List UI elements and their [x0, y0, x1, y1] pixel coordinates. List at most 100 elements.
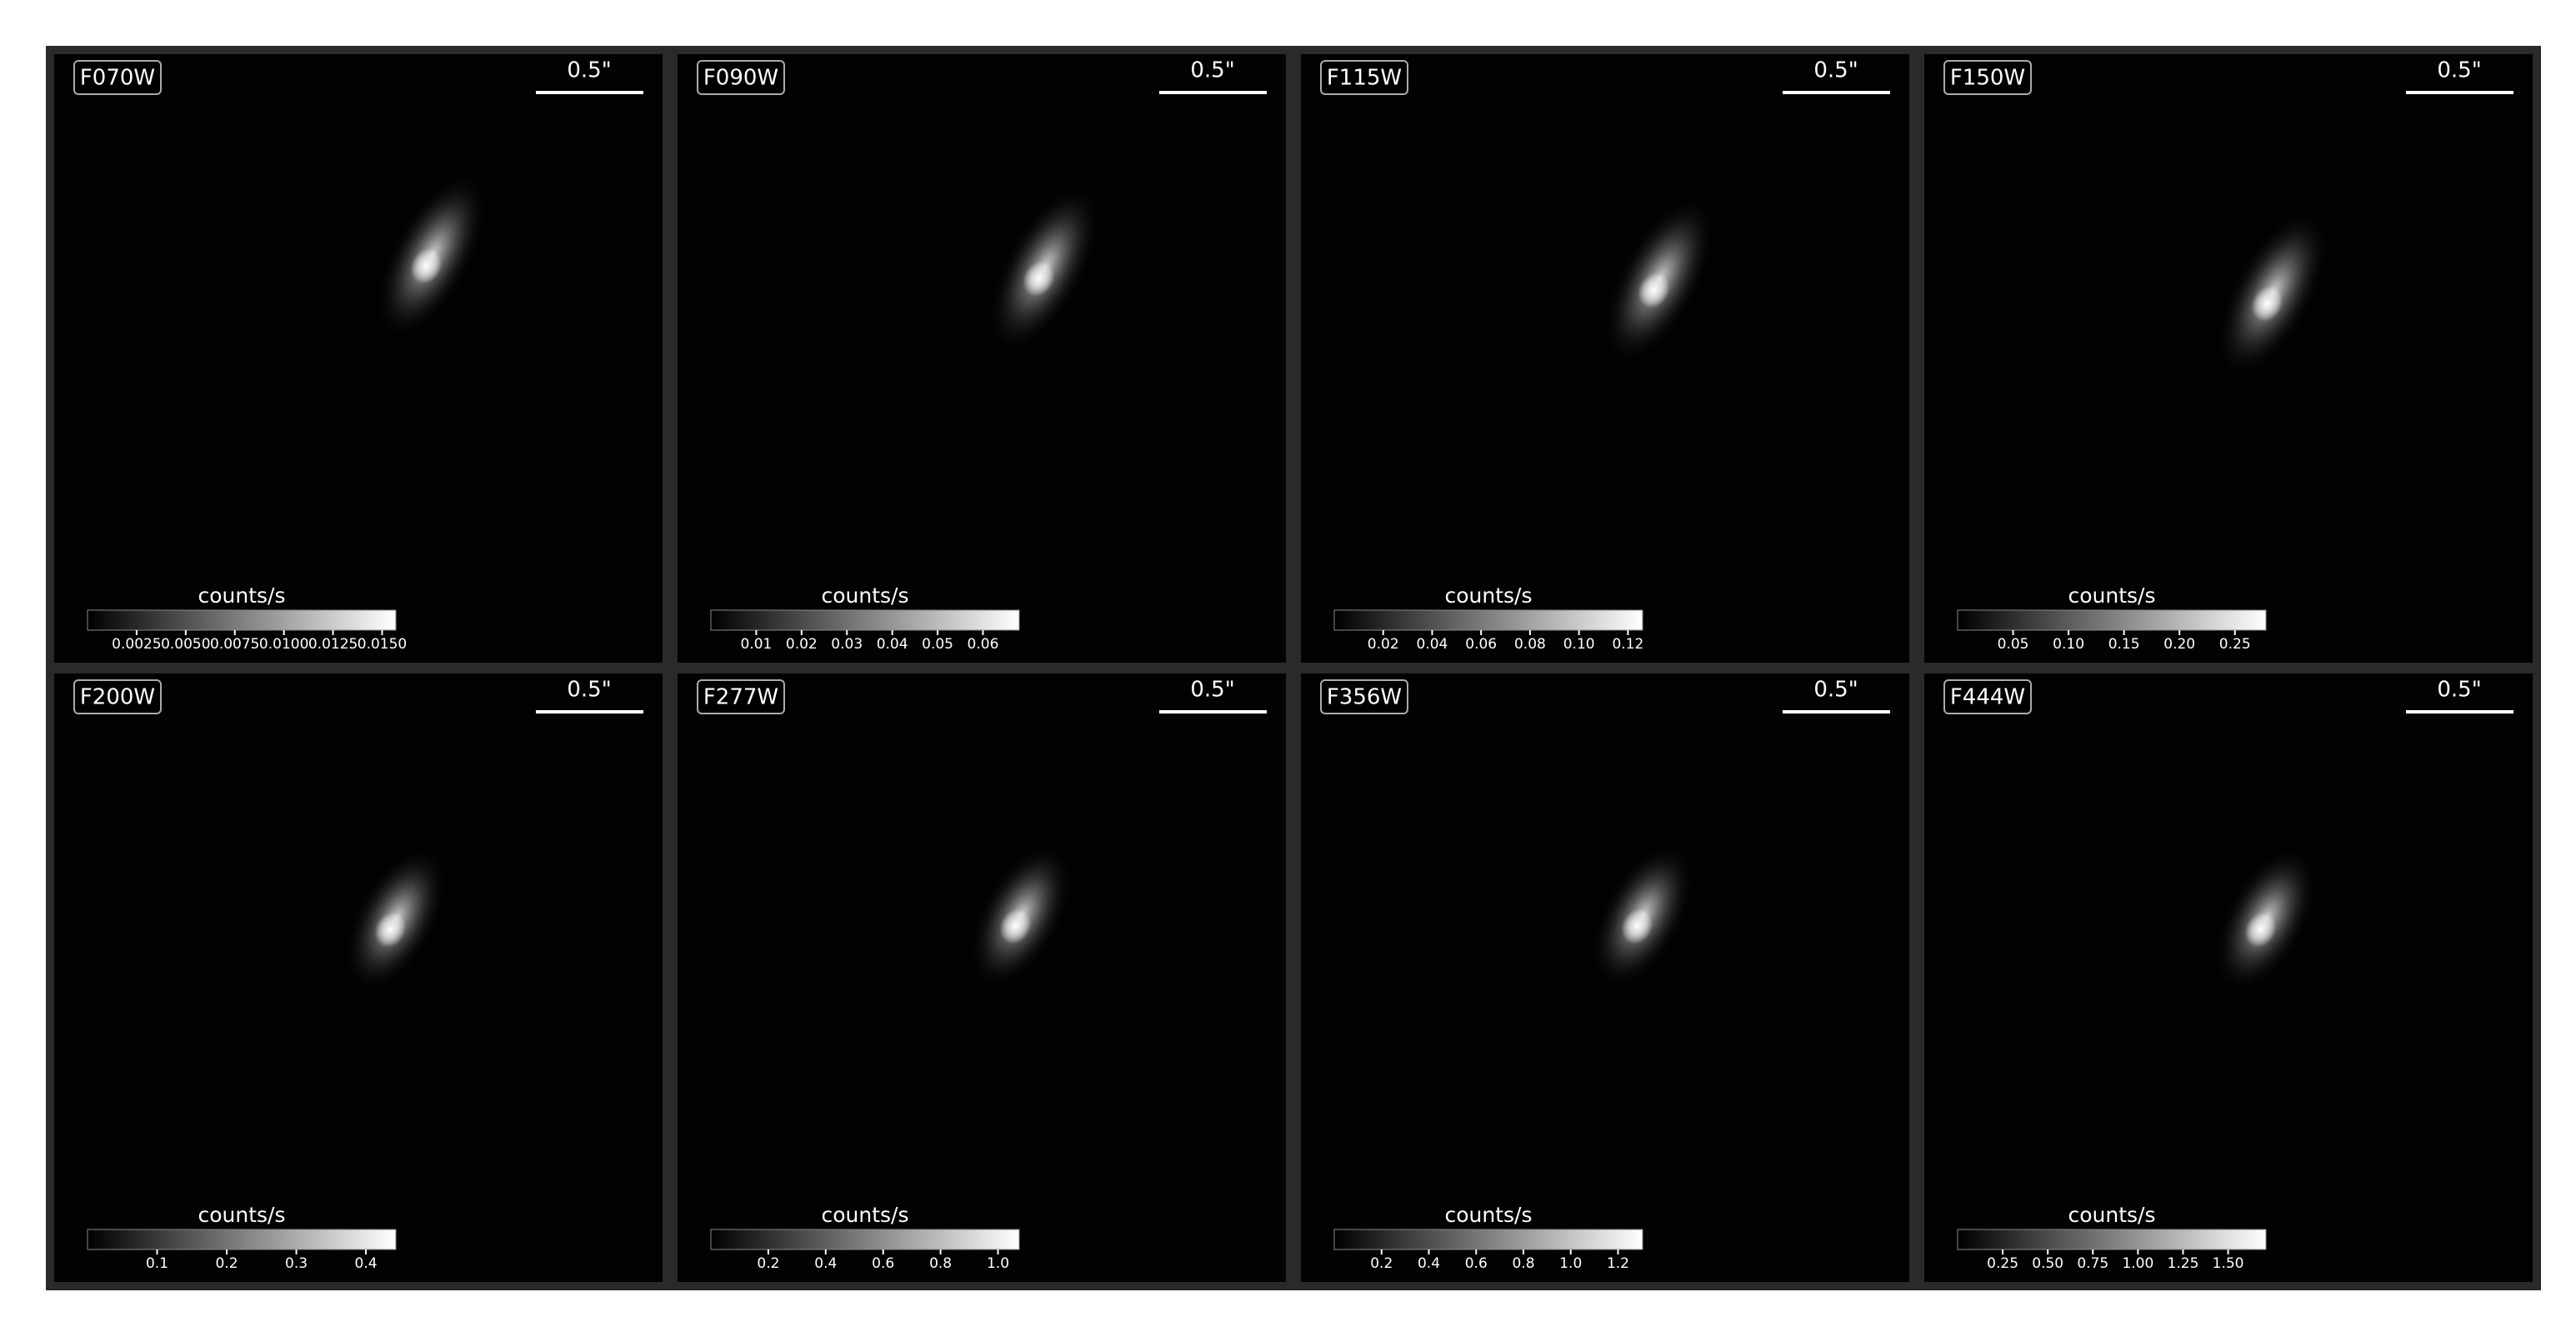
colorbar-tick-label: 0.10: [2053, 636, 2084, 653]
panel: F356W 0.5" counts/s 0.2 0.4 0.6 0.8 1.0 1.2: [1301, 674, 1909, 1282]
filter-box: [697, 60, 785, 95]
filter-label: F277W: [703, 685, 778, 710]
colorbar: [1957, 1229, 2267, 1250]
filter-box: [73, 60, 162, 95]
colorbar-tick-label: 0.0075: [210, 636, 259, 653]
scalebar-label: 0.5": [1813, 58, 1858, 83]
panel: F150W 0.5" counts/s 0.05 0.10 0.15 0.20 0.25: [1924, 54, 2533, 663]
panel: F070W 0.5" counts/s 0.0025 0.0050 0.0075 0.010…: [54, 54, 663, 663]
colorbar-tick-label: 0.75: [2077, 1255, 2108, 1272]
galaxy-image: [1603, 197, 1715, 363]
colorbar-tick-label: 1.25: [2168, 1255, 2199, 1272]
galaxy-core: [410, 248, 443, 284]
colorbar-tick-label: 0.6: [1465, 1255, 1488, 1272]
colorbar-tick-label: 0.8: [1512, 1255, 1534, 1272]
galaxy-core: [2244, 912, 2277, 948]
colorbar: [1333, 1229, 1643, 1250]
colorbar-tick-label: 0.05: [1998, 636, 2029, 653]
filter-label: F200W: [80, 685, 155, 710]
colorbar-tick-label: 0.05: [922, 636, 953, 653]
filter-label: F115W: [1327, 66, 1402, 91]
scalebar-label: 0.5": [2437, 58, 2481, 83]
image-background: [678, 54, 1286, 663]
colorbar-tick-label: 0.06: [968, 636, 999, 653]
colorbar-tick-label: 0.0025: [112, 636, 161, 653]
colorbar-tick-label: 0.8: [929, 1255, 952, 1272]
colorbar-label: counts/s: [198, 1203, 285, 1227]
colorbar-tick-label: 0.4: [355, 1255, 378, 1272]
colorbar-tick-label: 1.50: [2213, 1255, 2244, 1272]
colorbar-tick-label: 1.0: [987, 1255, 1009, 1272]
galaxy-image: [1591, 844, 1694, 989]
galaxy-core: [1023, 261, 1055, 297]
panel: F115W 0.5" counts/s 0.02 0.04 0.06 0.08 0.10 0.1…: [1301, 54, 1909, 663]
colorbar-label: counts/s: [198, 583, 285, 608]
filter-label: F150W: [1950, 66, 2025, 91]
colorbar-label: counts/s: [2068, 583, 2155, 608]
colorbar-label: counts/s: [2068, 1203, 2155, 1227]
scalebar-label: 0.5": [1813, 678, 1858, 703]
panel: F200W 0.5" counts/s 0.1 0.2 0.3 0.4: [54, 674, 663, 1282]
colorbar-tick-label: 0.2: [1370, 1255, 1393, 1272]
colorbar-tick-label: 0.6: [872, 1255, 894, 1272]
scalebar-label: 0.5": [2437, 678, 2481, 703]
panel: F277W 0.5" counts/s 0.2 0.4 0.6 0.8 1.0: [678, 674, 1286, 1282]
colorbar-tick-label: 0.04: [1417, 636, 1448, 653]
filter-label: F356W: [1327, 685, 1402, 710]
colorbar-tick-label: 1.00: [2122, 1255, 2153, 1272]
galaxy-image: [376, 173, 488, 339]
colorbar-tick-label: 0.03: [831, 636, 863, 653]
galaxy-image: [2214, 847, 2318, 992]
colorbar: [87, 609, 397, 631]
colorbar-tick-label: 1.2: [1607, 1255, 1629, 1272]
colorbar-tick-label: 0.0125: [308, 636, 358, 653]
colorbar-tick-label: 0.10: [1563, 636, 1595, 653]
colorbar-tick-label: 0.0150: [358, 636, 407, 653]
colorbar-label: counts/s: [821, 1203, 908, 1227]
colorbar: [710, 1229, 1020, 1250]
colorbar-tick-label: 0.20: [2163, 636, 2195, 653]
scalebar-label: 0.5": [567, 678, 611, 703]
filter-box: [1943, 60, 2032, 95]
colorbar-tick-label: 0.2: [757, 1255, 779, 1272]
filter-box: [1320, 60, 1408, 95]
colorbar-tick-label: 0.04: [877, 636, 908, 653]
colorbar-tick-label: 0.3: [285, 1255, 308, 1272]
colorbar: [87, 1229, 397, 1250]
galaxy-core: [999, 909, 1032, 944]
filter-label: F070W: [80, 66, 155, 91]
filter-box: [697, 679, 785, 714]
galaxy-image: [2217, 210, 2328, 377]
galaxy-core: [1638, 273, 1670, 308]
colorbar-tick-label: 0.0100: [259, 636, 308, 653]
filter-box: [73, 679, 162, 714]
colorbar: [710, 609, 1020, 631]
panel: F444W 0.5" counts/s 0.25 0.50 0.75 1.00 1.25 1.5…: [1924, 674, 2533, 1282]
colorbar-label: counts/s: [1444, 583, 1532, 608]
filter-label: F444W: [1950, 685, 2025, 710]
colorbar-tick-label: 0.08: [1514, 636, 1546, 653]
galaxy-image: [988, 185, 1100, 352]
colorbar-tick-label: 0.50: [2032, 1255, 2063, 1272]
colorbar-tick-label: 0.02: [786, 636, 818, 653]
colorbar-tick-label: 1.0: [1559, 1255, 1582, 1272]
filter-label: F090W: [703, 66, 778, 91]
colorbar-tick-label: 0.4: [814, 1255, 837, 1272]
scalebar-label: 0.5": [1190, 678, 1234, 703]
colorbar-tick-label: 0.01: [740, 636, 772, 653]
colorbar: [1957, 609, 2267, 631]
filter-box: [1320, 679, 1408, 714]
colorbar-tick-label: 0.1: [146, 1255, 168, 1272]
colorbar-tick-label: 0.2: [216, 1255, 238, 1272]
colorbar-tick-label: 0.25: [2219, 636, 2251, 653]
scalebar-label: 0.5": [567, 58, 611, 83]
colorbar-tick-label: 0.06: [1465, 636, 1497, 653]
scalebar-label: 0.5": [1190, 58, 1234, 83]
galaxy-core: [1621, 909, 1653, 944]
colorbar-tick-label: 0.12: [1612, 636, 1643, 653]
colorbar-label: counts/s: [821, 583, 908, 608]
colorbar-label: counts/s: [1444, 1203, 1532, 1227]
galaxy-core: [374, 912, 407, 948]
colorbar-tick-label: 0.4: [1418, 1255, 1440, 1272]
